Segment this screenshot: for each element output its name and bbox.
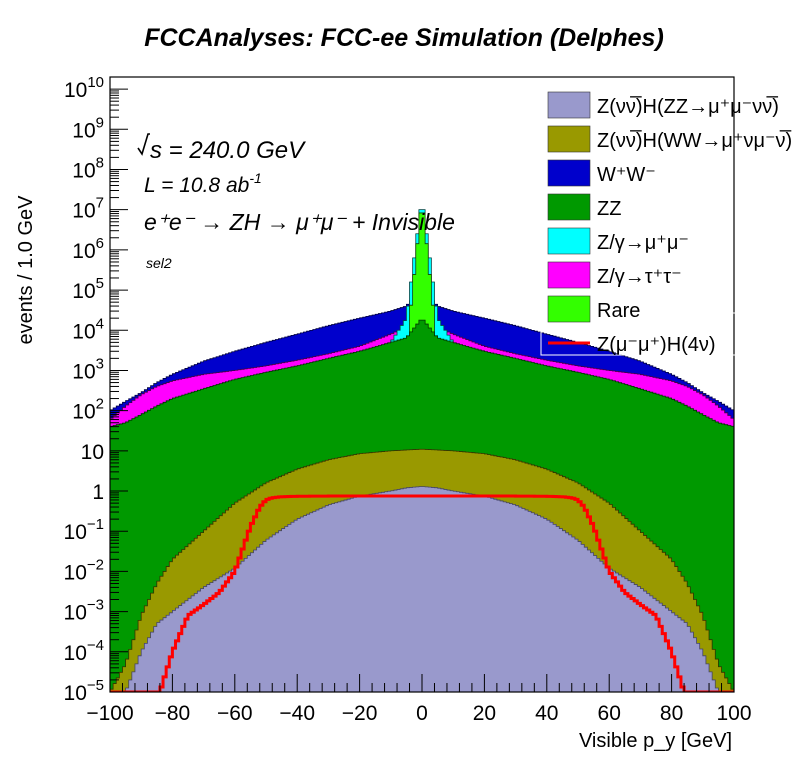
y-tick-label: 10−2: [64, 556, 104, 584]
y-tick-label: 103: [72, 355, 104, 383]
y-tick-label: 1010: [64, 74, 104, 102]
y-tick-label: 10−5: [64, 677, 104, 705]
y-tick-label: 1: [92, 481, 104, 504]
x-tick-label: 100: [716, 702, 751, 725]
legend-swatch: [547, 193, 591, 221]
legend-entry-label: Z(μ⁻μ⁺)H(4ν): [597, 334, 716, 356]
annotation-selection: sel2: [146, 255, 172, 271]
y-tick-label: 10−1: [64, 516, 104, 544]
y-tick-label: 105: [72, 275, 104, 303]
svg-text:L = 10.8 ab-1: L = 10.8 ab-1: [144, 170, 262, 197]
legend-highlight-frame: [540, 312, 742, 356]
legend-swatch: [547, 91, 591, 119]
x-tick-label: −100: [86, 702, 133, 725]
y-tick-label: 102: [72, 396, 104, 424]
y-tick-label: 106: [72, 235, 104, 263]
x-tick-label: 0: [416, 702, 428, 725]
x-tick-label: −60: [217, 702, 253, 725]
legend-entry-label: Rare: [597, 300, 640, 322]
signal-layer: [110, 494, 734, 692]
sqrt-symbol: [137, 133, 150, 156]
annotations: s = 240.0 GeV L = 10.8 ab-1 e⁺e⁻ → ZH → …: [137, 133, 455, 271]
y-tick-label: 10: [81, 441, 104, 464]
y-tick-label: 104: [72, 315, 104, 343]
signal-line: [110, 494, 734, 692]
legend-swatch: [547, 261, 591, 289]
legend-entry-label: Z(νν̅)H(WW→μ⁺νμ⁻ν̅): [597, 129, 792, 152]
x-tick-label: −80: [155, 702, 191, 725]
y-axis: 10−5 10−4 10−3 10−2 10−1 1 10 102 103 104 105 106 10…: [64, 74, 128, 705]
legend-swatch: [547, 159, 591, 187]
x-axis-label: Visible p_y [GeV]: [579, 730, 732, 752]
y-tick-label: 109: [72, 114, 104, 142]
legend-entry-label: W⁺W⁻: [597, 164, 656, 186]
legend-entry-label: ZZ: [597, 198, 621, 220]
y-tick-label: 10−3: [64, 597, 104, 625]
legend: Z(νν̅)H(ZZ→μ⁺μ⁻νν̅) Z(νν̅)H(WW→μ⁺νμ⁻ν̅) W⁺…: [540, 91, 792, 356]
x-tick-label: −40: [279, 702, 315, 725]
y-tick-label: 107: [72, 195, 104, 223]
annotation-sqrt-s: s = 240.0 GeV: [150, 137, 306, 164]
chart-title: FCCAnalyses: FCC-ee Simulation (Delphes): [144, 24, 664, 52]
legend-entry-label: Z(νν̅)H(ZZ→μ⁺μ⁻νν̅): [597, 95, 779, 118]
series-layer: [110, 209, 734, 692]
legend-entry-label: Z/γ→τ⁺τ⁻: [597, 266, 682, 288]
legend-entry-label: Z/γ→μ⁺μ⁻: [597, 232, 689, 254]
legend-swatch: [547, 125, 591, 153]
x-tick-label: 20: [473, 702, 496, 725]
x-tick-label: −20: [342, 702, 378, 725]
x-tick-label: 40: [535, 702, 558, 725]
x-tick-label: 80: [660, 702, 683, 725]
y-axis-label: events / 1.0 GeV: [15, 195, 37, 345]
annotation-lumi-exp: -1: [249, 170, 261, 186]
series-1-histogram: [110, 486, 734, 692]
legend-swatch: [547, 295, 591, 323]
annotation-process: e⁺e⁻ → ZH → μ⁺μ⁻ + Invisible: [144, 209, 455, 235]
y-tick-label: 108: [72, 154, 104, 182]
x-axis: −100 −80 −60 −40 −20 0 20 40 60 80 100: [86, 674, 752, 725]
x-tick-label: 60: [598, 702, 621, 725]
y-tick-label: 10−4: [64, 637, 104, 665]
legend-swatch: [547, 227, 591, 255]
annotation-lumi: L = 10.8 ab: [144, 174, 250, 197]
